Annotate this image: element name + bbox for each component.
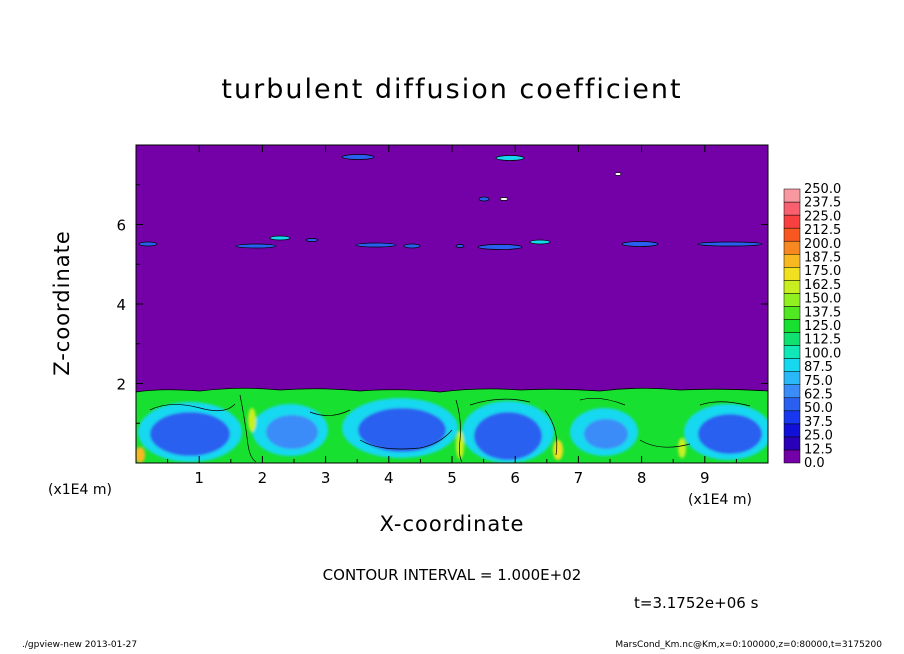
colorbar-swatch: [783, 227, 801, 242]
upper-patches: [138, 154, 763, 250]
colorbar-swatch: [783, 397, 801, 412]
colorbar-swatch: [783, 293, 801, 307]
colorbar-swatch: [783, 188, 801, 203]
colorbar-swatch: [783, 306, 801, 320]
colorbar-swatch: [783, 240, 801, 255]
colorbar-label: 87.5: [804, 360, 833, 375]
colorbar-swatch: [783, 371, 801, 385]
colorbar-label: 225.0: [804, 209, 841, 224]
chart-title: turbulent diffusion coefficient: [221, 74, 683, 105]
colorbar-swatch: [783, 423, 801, 438]
eddy-cell: [358, 408, 446, 452]
colorbar-label: 137.5: [804, 305, 841, 320]
boundary-contours: [149, 394, 751, 463]
colorbar-swatch: [783, 267, 801, 281]
x-tick-label: 1: [194, 469, 204, 487]
colorbar-swatch: [783, 201, 801, 216]
eddy-cell: [698, 414, 762, 454]
colorbar-label: 75.0: [804, 374, 833, 389]
colorbar-label: 250.0: [804, 182, 841, 197]
colorbar-swatch: [783, 345, 801, 359]
y-tick-label: 2: [116, 376, 126, 394]
x-unit-label-right: (x1E4 m): [688, 492, 752, 508]
hot-spot: [678, 438, 686, 458]
colorbar-swatch: [783, 358, 801, 372]
colorbar-label: 187.5: [804, 251, 841, 266]
colorbar-label: 112.5: [804, 333, 841, 348]
eddy-cell: [266, 415, 318, 449]
x-tick-label: 6: [510, 469, 520, 487]
x-tick-label: 4: [384, 469, 394, 487]
hot-spot: [248, 408, 256, 432]
colorbar-swatch: [783, 253, 801, 268]
colorbar-label: 0.0: [804, 456, 825, 471]
x-tick-label: 7: [574, 469, 584, 487]
colorbar-swatch: [783, 449, 801, 464]
colorbar-label: 50.0: [804, 401, 833, 416]
colorbar-label: 200.0: [804, 237, 841, 252]
x-tick-label: 3: [321, 469, 331, 487]
x-tick-label: 8: [637, 469, 647, 487]
x-tick-label: 5: [447, 469, 457, 487]
eddy-cell: [474, 412, 542, 460]
x-tick-label: 2: [258, 469, 268, 487]
colorbar-label: 37.5: [804, 415, 833, 430]
y-axis: 2 4 6: [116, 184, 768, 424]
colorbar-label: 62.5: [804, 388, 833, 403]
colorbar-swatch: [783, 384, 801, 399]
y-tick-label: 4: [116, 296, 126, 314]
eddy-cell: [584, 419, 628, 449]
colorbar-label: 212.5: [804, 223, 841, 238]
colorbar-swatch: [783, 332, 801, 346]
hot-spot: [456, 431, 464, 459]
colorbar-label: 150.0: [804, 292, 841, 307]
footer-right: MarsCond_Km.nc@Km,x=0:100000,z=0:80000,t…: [615, 640, 882, 650]
colorbar-swatch: [783, 410, 801, 425]
x-tick-label: 9: [700, 469, 710, 487]
colorbar-label: 25.0: [804, 429, 833, 444]
x-axis: 1 2 3 4 5 6 7 8 9: [167, 145, 737, 487]
colorbar-label: 237.5: [804, 196, 841, 211]
colorbar-swatch: [783, 214, 801, 229]
hot-spot: [136, 447, 145, 463]
colorbar-label: 162.5: [804, 278, 841, 293]
x-axis-label: X-coordinate: [379, 512, 525, 536]
colorbar-swatch: [783, 319, 801, 333]
colorbar-label: 175.0: [804, 264, 841, 279]
y-axis-label: Z-coordinate: [50, 230, 74, 376]
eddy-cell: [150, 412, 230, 456]
colorbar: 0.012.525.037.550.062.575.087.5100.0112.…: [783, 182, 841, 471]
colorbar-label: 100.0: [804, 346, 841, 361]
contour-interval: CONTOUR INTERVAL = 1.000E+02: [322, 566, 582, 584]
colorbar-label: 12.5: [804, 442, 833, 457]
colorbar-swatch: [783, 436, 801, 451]
footer-left: ./gpview-new 2013-01-27: [22, 640, 138, 650]
y-tick-label: 6: [116, 217, 126, 235]
hot-spot: [553, 440, 563, 460]
time-label: t=3.1752e+06 s: [634, 594, 759, 612]
colorbar-label: 125.0: [804, 319, 841, 334]
colorbar-swatch: [783, 280, 801, 294]
x-unit-label-left: (x1E4 m): [48, 482, 112, 498]
